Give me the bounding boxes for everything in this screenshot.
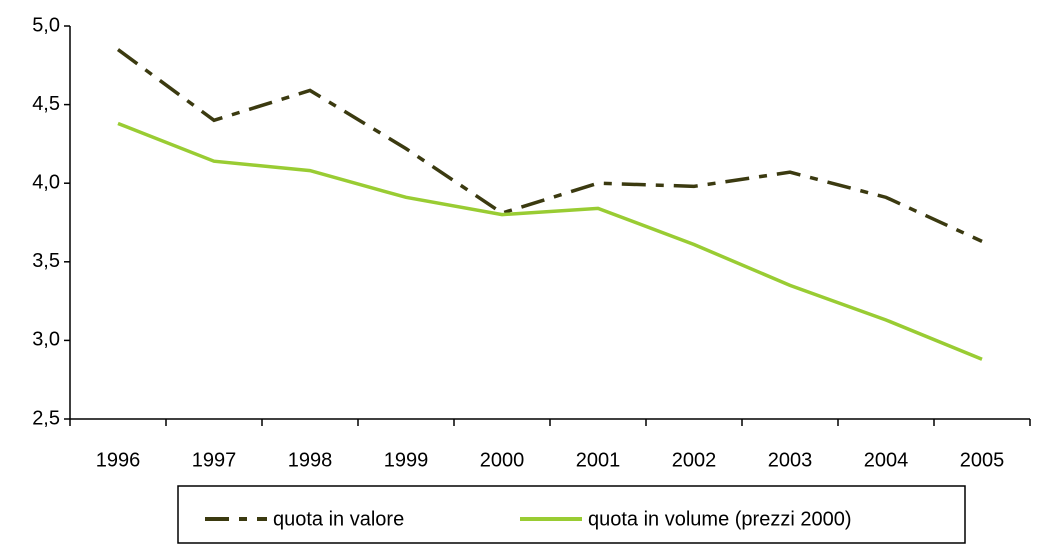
y-tick-label: 4,0 bbox=[32, 171, 60, 193]
y-tick-label: 5,0 bbox=[32, 14, 60, 36]
y-tick-label: 4,5 bbox=[32, 93, 60, 115]
y-tick-label: 3,0 bbox=[32, 329, 60, 351]
x-tick-label: 2003 bbox=[768, 449, 813, 471]
x-tick-label: 2005 bbox=[960, 449, 1005, 471]
x-tick-label: 1996 bbox=[96, 449, 141, 471]
series-line bbox=[116, 48, 983, 243]
legend-label: quota in volume (prezzi 2000) bbox=[588, 508, 851, 530]
y-tick-label: 3,5 bbox=[32, 250, 60, 272]
x-tick-label: 2000 bbox=[480, 449, 525, 471]
x-tick-label: 2001 bbox=[576, 449, 621, 471]
x-tick-label: 2004 bbox=[864, 449, 909, 471]
x-tick-label: 2002 bbox=[672, 449, 717, 471]
y-tick-label: 2,5 bbox=[32, 407, 60, 429]
x-tick-label: 1997 bbox=[192, 449, 237, 471]
legend-label: quota in valore bbox=[273, 508, 404, 530]
legend-box bbox=[177, 485, 966, 544]
x-tick-label: 1998 bbox=[288, 449, 333, 471]
x-tick-label: 1999 bbox=[384, 449, 429, 471]
series-line bbox=[117, 121, 983, 361]
